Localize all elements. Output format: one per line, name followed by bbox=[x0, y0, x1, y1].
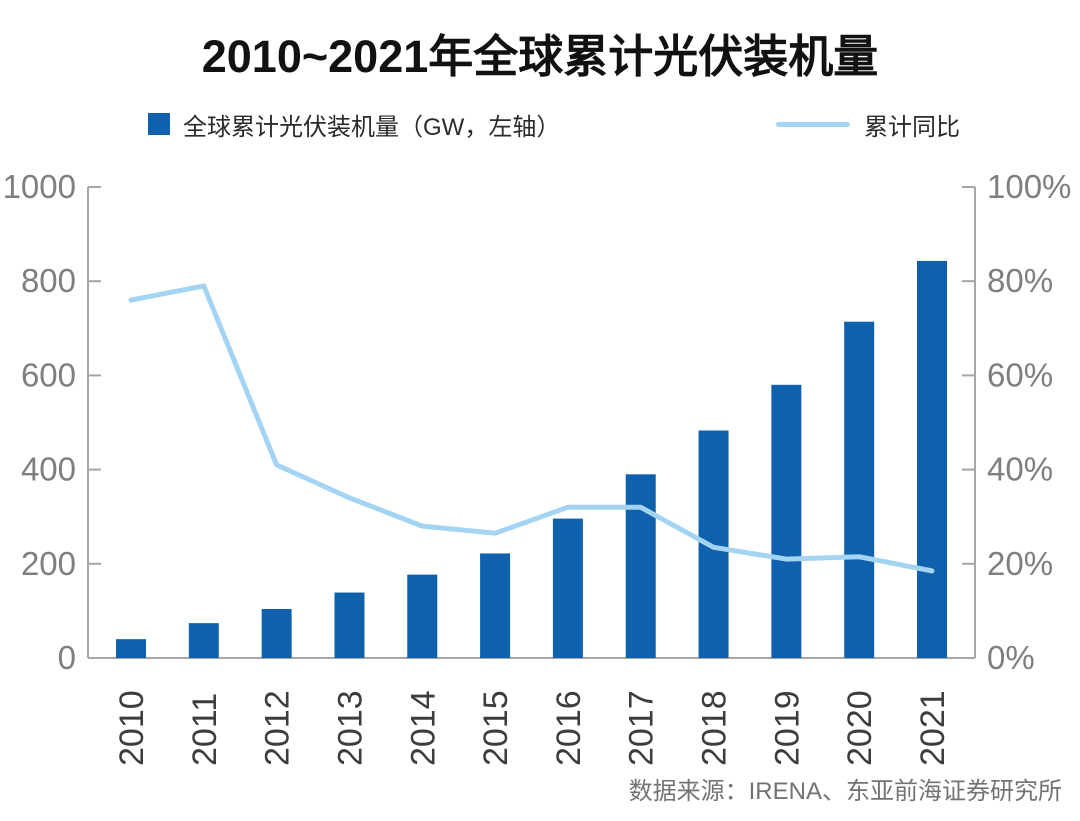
left-axis-tick-label: 0 bbox=[58, 639, 76, 676]
legend-item-yoy-growth: 累计同比 bbox=[776, 110, 960, 141]
legend-bar-label: 全球累计光伏装机量（GW，左轴） bbox=[183, 113, 561, 141]
data-source-note: 数据来源：IRENA、东亚前海证券研究所 bbox=[628, 778, 1062, 805]
x-axis-label-2013: 2013 bbox=[331, 690, 369, 766]
x-axis-label-2015: 2015 bbox=[477, 690, 515, 766]
left-axis-tick-label: 600 bbox=[21, 356, 76, 393]
bar-2011 bbox=[188, 623, 219, 658]
left-axis-tick-label: 400 bbox=[21, 451, 76, 488]
x-axis-labels: 2010 2011 2012 2013 2014 2015 2016 2017 2018 2019… bbox=[113, 690, 952, 766]
legend-line-label: 累计同比 bbox=[864, 113, 960, 141]
chart-title: 2010~2021年全球累计光伏装机量 bbox=[201, 31, 879, 82]
bar-2010 bbox=[116, 639, 146, 658]
legend-bar-swatch-icon bbox=[148, 113, 170, 135]
bar-series bbox=[116, 260, 947, 658]
bar-2019 bbox=[771, 384, 802, 658]
bar-2012 bbox=[261, 609, 292, 658]
axes: 0 200 400 600 800 1000 0% 20% 40% 60% 80% 100% bbox=[3, 168, 1072, 676]
x-axis-label-2021: 2021 bbox=[914, 690, 952, 766]
x-axis-label-2010: 2010 bbox=[113, 690, 151, 766]
x-axis-label-2011: 2011 bbox=[186, 693, 224, 766]
bar-2016 bbox=[552, 518, 583, 658]
legend-line-swatch-icon bbox=[776, 121, 850, 127]
bar-2021 bbox=[917, 260, 947, 658]
x-axis-label-2019: 2019 bbox=[768, 690, 806, 766]
right-axis-tick-label: 40% bbox=[987, 451, 1053, 488]
legend-item-installed-capacity: 全球累计光伏装机量（GW，左轴） bbox=[148, 110, 560, 141]
bar-2017 bbox=[625, 474, 656, 658]
x-axis-label-2014: 2014 bbox=[404, 690, 442, 766]
x-axis-label-2018: 2018 bbox=[696, 690, 734, 766]
yoy-trend-line bbox=[128, 283, 935, 574]
bar-2020 bbox=[844, 321, 875, 658]
bar-2014 bbox=[407, 574, 438, 658]
x-axis-label-2020: 2020 bbox=[841, 690, 879, 766]
x-axis-label-2012: 2012 bbox=[259, 690, 297, 766]
bar-2015 bbox=[480, 553, 511, 658]
right-axis-tick-label: 60% bbox=[987, 356, 1053, 393]
left-axis-tick-label: 800 bbox=[21, 262, 76, 299]
right-axis-tick-label: 100% bbox=[987, 168, 1071, 205]
x-axis-label-2016: 2016 bbox=[550, 690, 588, 766]
right-axis-tick-label: 20% bbox=[987, 545, 1053, 582]
right-axis-tick-label: 0% bbox=[987, 639, 1035, 676]
x-axis-label-2017: 2017 bbox=[623, 690, 661, 766]
left-axis-tick-label: 1000 bbox=[3, 168, 76, 205]
right-axis-tick-label: 80% bbox=[987, 262, 1053, 299]
bar-2013 bbox=[334, 592, 365, 658]
left-axis-tick-label: 200 bbox=[21, 545, 76, 582]
